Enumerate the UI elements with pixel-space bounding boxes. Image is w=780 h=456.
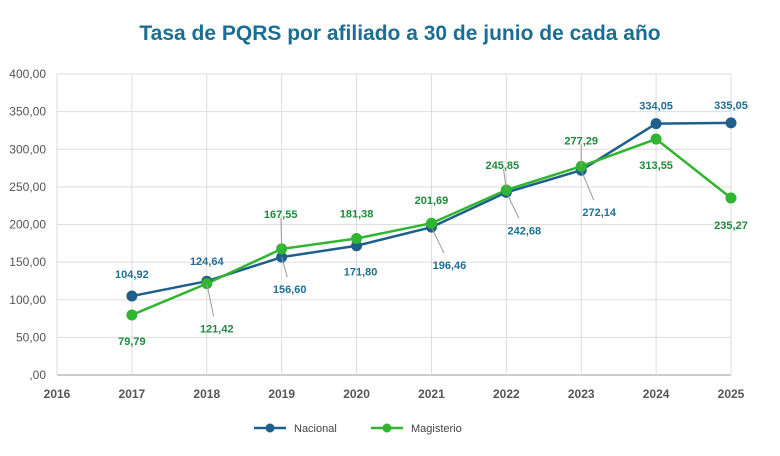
data-label-nacional: 242,68 bbox=[508, 225, 542, 237]
y-tick-label: 200,00 bbox=[9, 218, 46, 232]
data-label-magisterio: 277,29 bbox=[564, 135, 598, 147]
y-tick-label: ,00 bbox=[29, 368, 46, 382]
x-tick-label: 2016 bbox=[44, 387, 71, 401]
data-label-nacional: 104,92 bbox=[115, 269, 149, 281]
y-tick-label: 150,00 bbox=[9, 255, 46, 269]
x-tick-label: 2023 bbox=[568, 387, 595, 401]
data-label-magisterio: 235,27 bbox=[714, 220, 748, 232]
data-label-nacional: 272,14 bbox=[582, 207, 617, 219]
legend-marker-magisterio bbox=[382, 423, 392, 433]
y-tick-label: 100,00 bbox=[9, 293, 46, 307]
y-tick-label: 250,00 bbox=[9, 180, 46, 194]
data-point-magisterio bbox=[351, 233, 363, 245]
legend-label-nacional: Nacional bbox=[294, 423, 337, 435]
leader-line bbox=[503, 168, 507, 191]
x-tick-label: 2025 bbox=[718, 387, 745, 401]
legend-label-magisterio: Magisterio bbox=[411, 423, 462, 435]
leader-line bbox=[280, 217, 283, 249]
data-point-magisterio bbox=[725, 192, 737, 204]
data-label-nacional: 335,05 bbox=[714, 100, 748, 112]
leader-line bbox=[505, 192, 520, 219]
y-tick-label: 300,00 bbox=[9, 142, 46, 156]
data-point-nacional bbox=[650, 118, 662, 130]
x-tick-label: 2021 bbox=[418, 387, 445, 401]
data-point-nacional bbox=[725, 117, 737, 129]
data-label-magisterio: 79,79 bbox=[118, 336, 146, 348]
data-point-nacional bbox=[126, 290, 138, 302]
y-tick-label: 50,00 bbox=[16, 330, 46, 344]
leader-line bbox=[580, 170, 595, 201]
data-label-magisterio: 167,55 bbox=[264, 209, 298, 221]
data-point-magisterio bbox=[126, 309, 138, 321]
data-point-magisterio bbox=[425, 217, 437, 229]
y-tick-label: 400,00 bbox=[9, 67, 46, 81]
x-tick-label: 2024 bbox=[643, 387, 670, 401]
data-label-nacional: 196,46 bbox=[433, 260, 467, 272]
data-label-magisterio: 121,42 bbox=[200, 324, 234, 336]
x-tick-label: 2020 bbox=[343, 387, 370, 401]
data-label-nacional: 156,60 bbox=[273, 284, 307, 296]
chart-title: Tasa de PQRS por afiliado a 30 de junio … bbox=[139, 22, 661, 45]
data-label-magisterio: 313,55 bbox=[639, 160, 673, 172]
data-label-magisterio: 201,69 bbox=[415, 195, 449, 207]
leader-line bbox=[430, 226, 445, 254]
data-label-nacional: 334,05 bbox=[639, 101, 673, 113]
data-label-magisterio: 181,38 bbox=[340, 209, 374, 221]
x-tick-label: 2019 bbox=[268, 387, 295, 401]
data-label-nacional: 171,80 bbox=[344, 267, 378, 279]
x-tick-label: 2017 bbox=[119, 387, 146, 401]
legend-marker-nacional bbox=[265, 423, 275, 433]
data-point-magisterio bbox=[650, 133, 662, 145]
x-tick-label: 2022 bbox=[493, 387, 520, 401]
data-label-nacional: 124,64 bbox=[190, 256, 225, 268]
leader-line bbox=[281, 257, 288, 278]
y-tick-label: 350,00 bbox=[9, 105, 46, 119]
leader-line bbox=[206, 283, 215, 317]
data-label-magisterio: 245,85 bbox=[486, 160, 520, 172]
x-tick-label: 2018 bbox=[193, 387, 220, 401]
